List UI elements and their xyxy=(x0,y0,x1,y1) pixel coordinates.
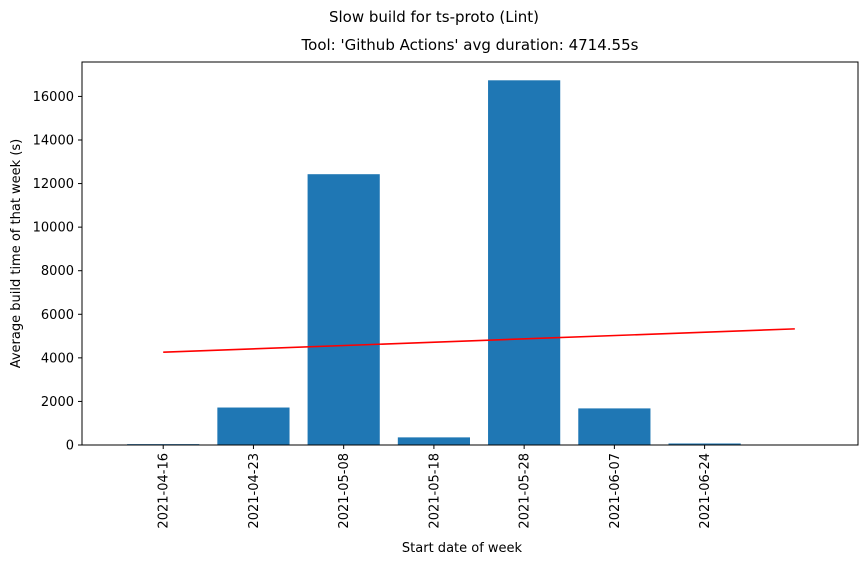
trendline-group xyxy=(163,328,795,353)
x-axis-label: Start date of week xyxy=(402,541,523,556)
y-tick-label: 8000 xyxy=(41,264,74,279)
bar-2021-05-28 xyxy=(488,80,561,445)
y-tick-label: 0 xyxy=(66,439,74,454)
bar-2021-06-07 xyxy=(578,408,651,445)
x-tick-label: 2021-05-18 xyxy=(427,453,442,529)
y-tick-label: 12000 xyxy=(33,177,74,192)
plot-frame xyxy=(81,61,859,446)
x-tick-label: 2021-06-24 xyxy=(698,453,713,529)
y-tick-label: 6000 xyxy=(41,308,74,323)
y-axis-label: Average build time of that week (s) xyxy=(9,139,24,369)
y-tick-label: 14000 xyxy=(33,133,74,148)
x-tick-label: 2021-04-16 xyxy=(157,453,172,529)
x-tick-label: 2021-05-28 xyxy=(518,453,533,529)
x-axis-ticks: 2021-04-16 2021-04-23 2021-05-08 2021-05-18… xyxy=(157,445,713,529)
bar-2021-04-23 xyxy=(217,407,290,445)
y-tick-label: 2000 xyxy=(41,395,74,410)
y-tick-label: 10000 xyxy=(33,221,74,236)
x-tick-label: 2021-04-23 xyxy=(247,453,262,529)
trendline xyxy=(163,328,795,353)
bars-group xyxy=(127,80,741,445)
x-tick-label: 2021-06-07 xyxy=(608,453,623,529)
bar-2021-05-08 xyxy=(307,174,380,445)
chart-title: Tool: 'Github Actions' avg duration: 471… xyxy=(301,36,639,54)
bar-2021-05-18 xyxy=(397,437,470,445)
x-tick-label: 2021-05-08 xyxy=(337,453,352,529)
y-tick-label: 16000 xyxy=(33,90,74,105)
bar-2021-06-24 xyxy=(668,443,741,445)
figure-suptitle: Slow build for ts-proto (Lint) xyxy=(328,8,540,26)
y-tick-label: 4000 xyxy=(41,351,74,366)
y-axis-ticks: 0 2000 4000 6000 8000 10000 12000 14000 16000 xyxy=(33,90,82,454)
